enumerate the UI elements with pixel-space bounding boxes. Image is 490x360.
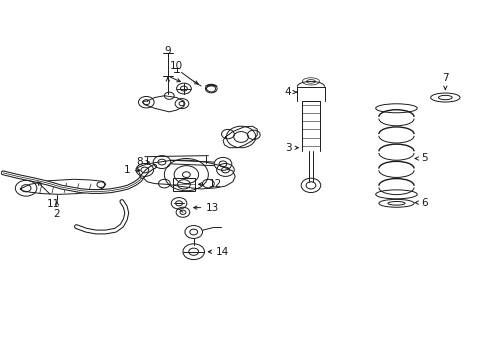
Text: 9: 9 bbox=[165, 46, 171, 56]
Text: 13: 13 bbox=[206, 203, 219, 213]
Text: 2: 2 bbox=[53, 210, 60, 219]
Text: 6: 6 bbox=[421, 198, 427, 208]
Text: 11: 11 bbox=[47, 199, 60, 209]
Text: 12: 12 bbox=[208, 179, 221, 189]
Text: 4: 4 bbox=[285, 87, 292, 97]
Bar bbox=[173, 178, 195, 191]
Text: 5: 5 bbox=[421, 153, 427, 163]
Text: 3: 3 bbox=[285, 143, 292, 153]
Text: 7: 7 bbox=[442, 73, 449, 83]
Text: 8: 8 bbox=[136, 157, 143, 167]
Text: 10: 10 bbox=[170, 60, 183, 71]
Text: 14: 14 bbox=[216, 247, 229, 257]
Text: 1: 1 bbox=[123, 165, 130, 175]
